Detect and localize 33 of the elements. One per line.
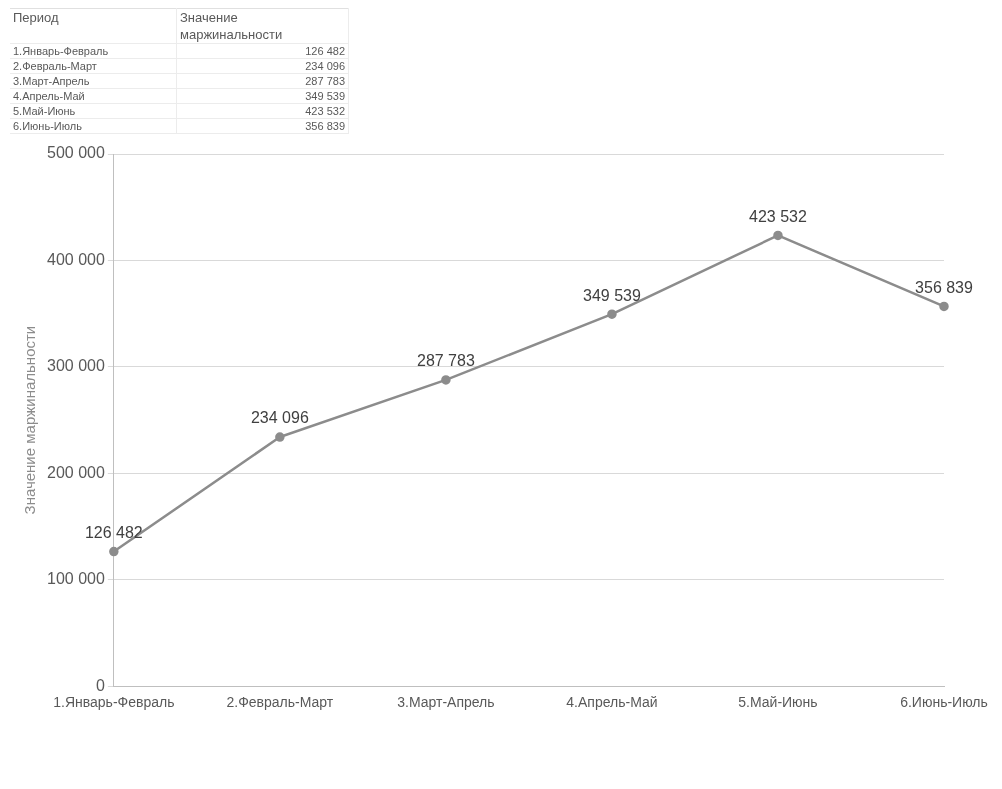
data-label: 423 532 [749, 207, 807, 225]
x-tick-label: 6.Июнь-Июль [900, 694, 988, 711]
x-tick-label: 4.Апрель-Май [566, 694, 658, 711]
text: 126 482 [305, 45, 345, 57]
y-tick-label: 400 000 [46, 250, 105, 268]
text: Период [10, 8, 177, 44]
category-label: 1.Январь-Февраль [13, 45, 109, 57]
text: 356 839 [305, 120, 345, 132]
y-axis-title: Значение маржинальности [21, 325, 39, 515]
y-tick-label: 0 [95, 676, 105, 694]
y-tick-label: 500 000 [46, 144, 105, 162]
x-tick-label: 1.Январь-Февраль [53, 694, 175, 711]
x-tick-label: 5.Май-Июнь [738, 694, 818, 711]
category-label: 6.Июнь-Июль [13, 120, 82, 132]
data-label: 349 539 [583, 286, 641, 304]
y-tick-label: 200 000 [46, 463, 105, 481]
category-label: 3.Март-Апрель [13, 75, 90, 87]
data-label: 234 096 [250, 409, 309, 427]
category-label: 2.Февраль-Март [13, 60, 97, 72]
text: 234 096 [305, 60, 345, 72]
data-label: 126 482 [84, 523, 143, 541]
x-tick-label: 3.Март-Апрель [397, 694, 495, 711]
data-label: 356 839 [915, 278, 974, 296]
data-label: 287 783 [416, 352, 475, 370]
text: Значение маржинальности [180, 10, 283, 42]
text: 423 532 [305, 105, 345, 117]
category-label: 5.Май-Июнь [13, 105, 76, 117]
text: 349 539 [305, 90, 345, 102]
y-tick-label: 100 000 [46, 570, 105, 588]
text: 287 783 [305, 75, 345, 87]
y-tick-label: 300 000 [46, 357, 105, 375]
category-label: 4.Апрель-Май [13, 90, 85, 102]
x-tick-label: 2.Февраль-Март [226, 694, 334, 711]
